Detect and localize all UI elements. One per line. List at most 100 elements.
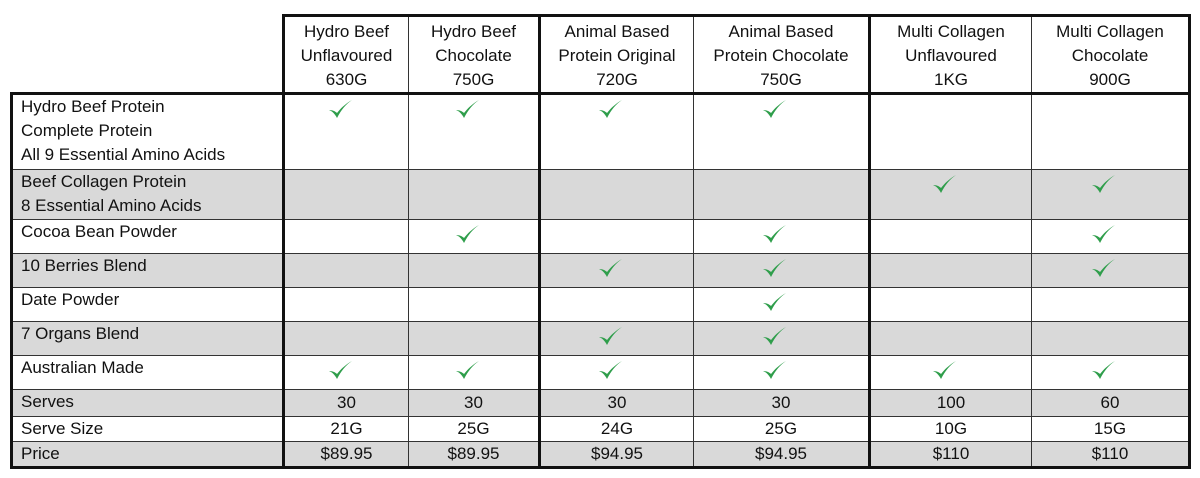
table-row: 7 Organs Blend [10,321,1191,356]
value-cell: $94.95 [693,441,870,469]
check-cell [693,169,870,220]
check-icon [1092,225,1115,243]
check-icon [763,293,786,311]
check-cell [282,169,409,220]
check-cell [868,321,1032,356]
row-label: Date Powder [10,287,285,322]
check-cell [408,355,540,390]
check-shape [1092,361,1115,379]
check-cell [1031,219,1191,254]
check-icon [599,259,622,277]
check-cell [693,355,870,390]
check-shape [1092,259,1115,277]
check-cell [538,287,694,322]
row-label: Australian Made [10,355,285,390]
check-cell [693,253,870,288]
value-cell: $94.95 [538,441,694,469]
check-cell [693,321,870,356]
check-shape [933,175,956,193]
check-icon [763,100,786,118]
check-cell [282,219,409,254]
check-cell [538,93,694,170]
header-row: Hydro Beef Unflavoured 630G Hydro Beef Ch… [11,14,1191,95]
table-row: Australian Made [10,355,1191,390]
value-cell: $89.95 [408,441,540,469]
check-cell [282,253,409,288]
check-cell [282,355,409,390]
check-cell [1031,355,1191,390]
check-cell [538,219,694,254]
row-label: Serves [10,389,285,417]
check-cell [408,321,540,356]
check-cell [282,321,409,356]
table-row: Beef Collagen Protein 8 Essential Amino … [10,169,1191,220]
row-label: 7 Organs Blend [10,321,285,356]
check-cell [408,253,540,288]
row-label: Price [10,441,285,469]
check-icon [455,225,479,243]
table-row: 10 Berries Blend [10,253,1191,288]
check-shape [599,259,622,277]
check-icon [455,100,479,118]
check-cell [1031,321,1191,356]
check-icon [599,361,622,379]
check-shape [599,361,622,379]
row-label: Hydro Beef Protein Complete Protein All … [10,93,285,170]
value-cell: 30 [282,389,409,417]
check-cell [1031,169,1191,220]
check-cell [538,321,694,356]
check-icon [599,327,622,345]
value-cell: 10G [868,416,1032,442]
check-shape [599,100,622,118]
value-cell: 100 [868,389,1032,417]
check-cell [693,287,870,322]
check-cell [538,355,694,390]
check-icon [328,361,352,379]
table-row: Hydro Beef Protein Complete Protein All … [10,93,1191,170]
check-cell [868,219,1032,254]
check-shape [933,361,956,379]
check-shape [455,100,479,118]
table-body: Hydro Beef Protein Complete Protein All … [10,93,1191,469]
check-shape [328,100,352,118]
check-icon [763,361,786,379]
check-shape [763,100,786,118]
check-icon [328,100,352,118]
column-header: Multi Collagen Unflavoured 1KG [868,14,1032,95]
check-cell [282,93,409,170]
check-cell [282,287,409,322]
check-shape [763,361,786,379]
check-cell [408,287,540,322]
check-cell [868,355,1032,390]
column-header: Multi Collagen Chocolate 900G [1031,14,1191,95]
value-cell: 30 [538,389,694,417]
check-shape [328,361,352,379]
table-row: Serves 30 30 30 30 100 60 [10,389,1191,417]
check-shape [1092,225,1115,243]
check-cell [868,93,1032,170]
check-shape [763,259,786,277]
check-cell [1031,287,1191,322]
check-cell [408,219,540,254]
check-cell [868,169,1032,220]
check-cell [693,219,870,254]
value-cell: 30 [693,389,870,417]
check-cell [1031,253,1191,288]
check-icon [763,259,786,277]
value-cell: 24G [538,416,694,442]
column-header: Hydro Beef Chocolate 750G [408,14,540,95]
check-cell [1031,93,1191,170]
table-row: Cocoa Bean Powder [10,219,1191,254]
check-cell [693,93,870,170]
value-cell: $89.95 [282,441,409,469]
check-icon [933,361,956,379]
row-label: Beef Collagen Protein 8 Essential Amino … [10,169,285,220]
check-cell [868,253,1032,288]
check-shape [1092,175,1115,193]
check-shape [455,361,479,379]
row-label: 10 Berries Blend [10,253,285,288]
value-cell: $110 [1031,441,1191,469]
value-cell: 15G [1031,416,1191,442]
check-icon [1092,175,1115,193]
